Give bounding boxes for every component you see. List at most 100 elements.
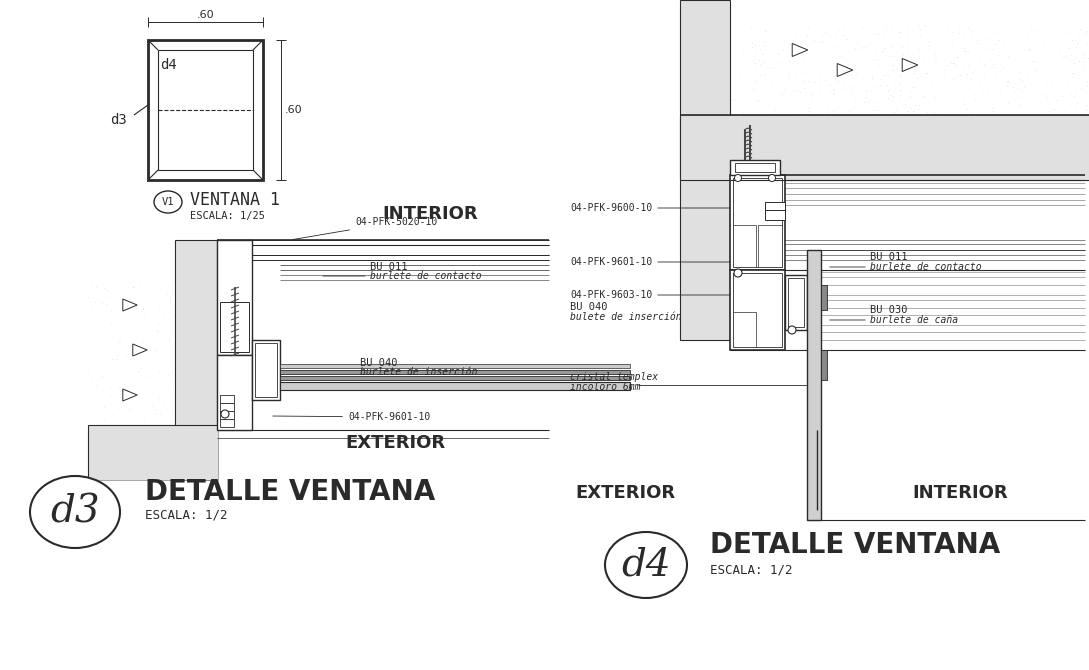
- Point: [735, 144, 752, 155]
- Point: [791, 132, 808, 143]
- Point: [189, 250, 207, 261]
- Point: [773, 163, 791, 174]
- Point: [82, 343, 99, 354]
- Point: [687, 170, 705, 181]
- Point: [1037, 116, 1054, 127]
- Point: [134, 467, 151, 478]
- Point: [688, 229, 706, 240]
- Point: [197, 281, 215, 291]
- Point: [727, 156, 745, 167]
- Point: [705, 184, 722, 194]
- Point: [184, 295, 201, 306]
- Point: [894, 111, 911, 121]
- Point: [816, 117, 833, 128]
- Point: [1049, 159, 1066, 170]
- Point: [915, 123, 932, 134]
- Point: [100, 431, 118, 442]
- Point: [191, 423, 208, 433]
- Point: [934, 151, 952, 161]
- Point: [977, 43, 994, 54]
- Point: [174, 391, 192, 402]
- Point: [902, 59, 919, 70]
- Point: [892, 27, 909, 38]
- Point: [84, 441, 101, 452]
- Point: [697, 232, 714, 243]
- Point: [761, 54, 779, 65]
- Point: [702, 281, 720, 292]
- Point: [896, 98, 914, 109]
- Point: [170, 458, 187, 469]
- Point: [674, 155, 692, 166]
- Point: [825, 150, 843, 161]
- Point: [860, 163, 878, 174]
- Point: [969, 160, 987, 171]
- Point: [957, 46, 975, 56]
- Point: [201, 314, 219, 324]
- Point: [773, 137, 791, 148]
- Point: [192, 471, 209, 482]
- Point: [694, 119, 711, 129]
- Point: [813, 109, 831, 120]
- Point: [1010, 129, 1027, 140]
- Point: [699, 241, 717, 252]
- Point: [821, 80, 839, 90]
- Point: [169, 326, 186, 336]
- Point: [172, 423, 189, 434]
- Point: [89, 466, 107, 477]
- Point: [1021, 127, 1039, 138]
- Point: [687, 50, 705, 61]
- Point: [709, 35, 726, 46]
- Point: [711, 91, 729, 102]
- Point: [136, 460, 154, 470]
- Point: [918, 68, 935, 78]
- Point: [880, 136, 897, 147]
- Point: [974, 170, 991, 180]
- Point: [137, 468, 155, 478]
- Point: [1060, 141, 1077, 151]
- Point: [124, 282, 142, 293]
- Point: [1069, 29, 1087, 40]
- Point: [841, 106, 858, 117]
- Point: [898, 48, 916, 59]
- Point: [206, 363, 223, 374]
- Point: [686, 271, 703, 281]
- Point: [675, 295, 693, 306]
- Point: [747, 74, 764, 85]
- Point: [762, 160, 780, 171]
- Point: [192, 463, 209, 474]
- Point: [702, 185, 720, 196]
- Point: [799, 23, 817, 34]
- Point: [1000, 76, 1017, 87]
- Point: [983, 161, 1001, 172]
- Point: [205, 442, 222, 453]
- Point: [203, 360, 220, 371]
- Point: [179, 283, 196, 294]
- Point: [179, 290, 196, 301]
- Point: [201, 372, 219, 383]
- Point: [710, 142, 727, 153]
- Text: bulete de inserción: bulete de inserción: [570, 312, 682, 322]
- Point: [1035, 143, 1052, 154]
- Point: [867, 132, 884, 143]
- Point: [107, 430, 124, 441]
- Point: [978, 143, 995, 154]
- Point: [683, 115, 700, 125]
- Point: [880, 129, 897, 139]
- Point: [714, 241, 732, 251]
- Point: [833, 82, 851, 93]
- Point: [868, 162, 885, 173]
- Point: [179, 296, 196, 307]
- Point: [199, 324, 217, 335]
- Point: [881, 151, 898, 162]
- Point: [925, 153, 942, 163]
- Point: [848, 121, 866, 131]
- Point: [762, 80, 780, 91]
- Point: [191, 362, 208, 373]
- Point: [930, 159, 947, 170]
- Point: [791, 142, 808, 153]
- Point: [800, 145, 818, 155]
- Point: [976, 59, 993, 70]
- Point: [187, 280, 205, 291]
- Point: [941, 156, 958, 167]
- Point: [88, 435, 106, 446]
